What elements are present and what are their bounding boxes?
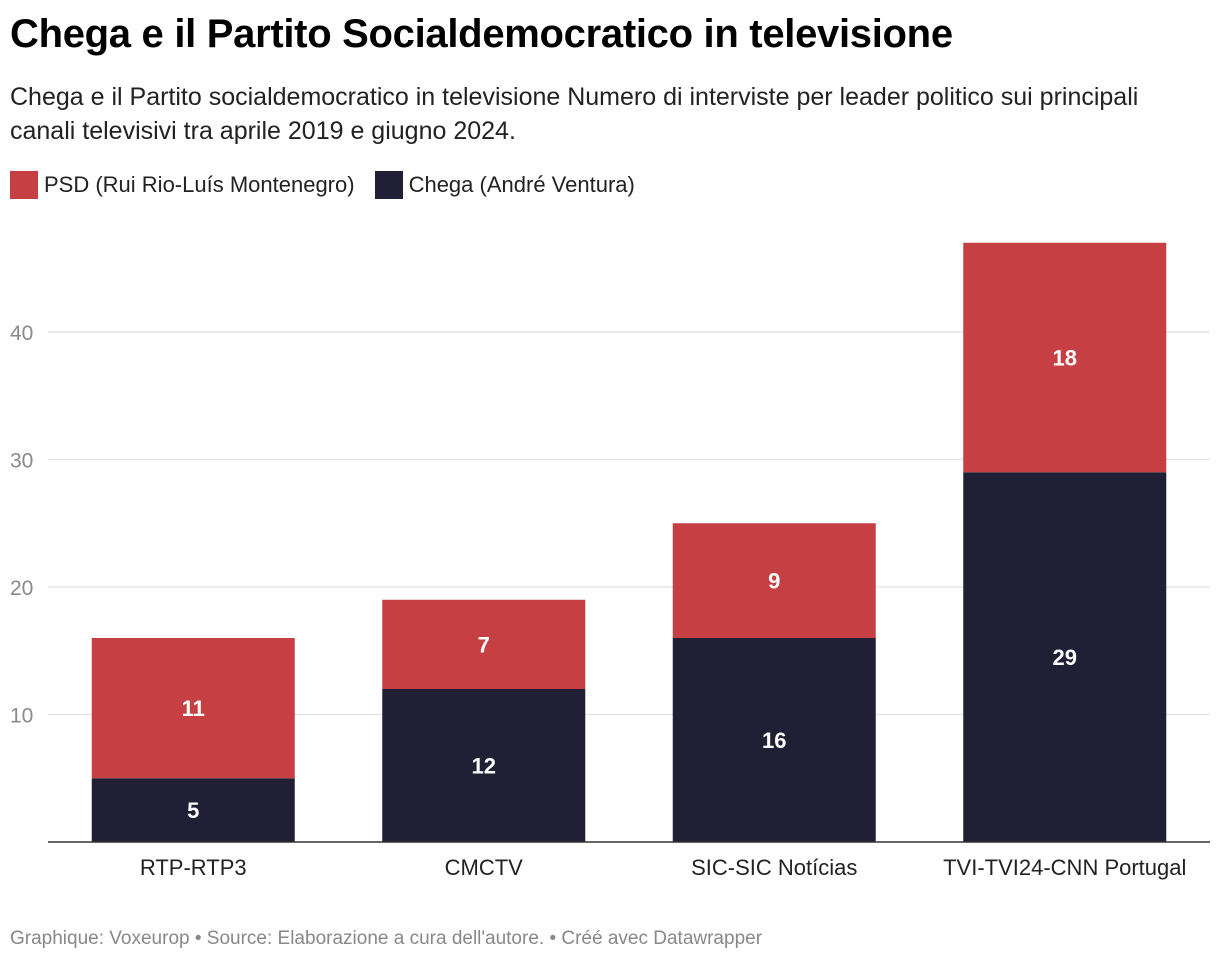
x-category-label-4: TVI-TVI24-CNN Portugal — [943, 855, 1186, 880]
value-label-psd-2: 7 — [478, 632, 490, 657]
legend-item-chega: Chega (André Ventura) — [374, 171, 635, 199]
bar-psd-3 — [672, 523, 876, 638]
chart-footer: Graphique: Voxeurop • Source: Elaborazio… — [10, 928, 763, 949]
legend-item-psd: PSD (Rui Rio-Luís Montenegro) — [10, 171, 355, 199]
value-label-chega-4: 29 — [1053, 645, 1077, 670]
value-label-chega-3: 16 — [762, 728, 786, 753]
bar-psd-2 — [382, 599, 586, 689]
bar-chega-2 — [382, 689, 586, 842]
value-label-psd-3: 9 — [768, 569, 780, 594]
bar-psd-1 — [91, 638, 295, 779]
legend-label-chega: Chega (André Ventura) — [408, 172, 635, 197]
chart-subtitle: Chega e il Partito socialdemocratico in … — [10, 83, 1139, 145]
y-tick-label-10: 10 — [10, 705, 33, 728]
bar-chega-4 — [963, 472, 1167, 842]
y-tick-label-40: 40 — [10, 322, 33, 345]
y-tick-label-20: 20 — [10, 577, 33, 600]
x-category-label-3: SIC-SIC Notícias — [691, 855, 857, 880]
value-label-psd-4: 18 — [1053, 346, 1077, 371]
bar-chega-1 — [91, 778, 295, 842]
chart-title: Chega e il Partito Socialdemocratico in … — [10, 12, 953, 56]
value-label-chega-2: 12 — [472, 754, 496, 779]
legend: PSD (Rui Rio-Luís Montenegro) Chega (And… — [10, 171, 655, 199]
value-label-psd-1: 11 — [182, 696, 205, 721]
y-tick-label-30: 30 — [10, 450, 33, 473]
legend-swatch-chega — [374, 171, 403, 199]
x-category-label-2: CMCTV — [445, 855, 524, 880]
x-category-label-1: RTP-RTP3 — [140, 855, 247, 880]
legend-label-psd: PSD (Rui Rio-Luís Montenegro) — [44, 172, 355, 197]
bar-chega-3 — [672, 638, 876, 842]
value-label-chega-1: 5 — [187, 798, 199, 823]
bar-psd-4 — [963, 242, 1167, 473]
legend-swatch-psd — [10, 171, 38, 199]
stacked-bar-chart: 10 20 30 40 5 11 RTP-RTP3 12 7 CMCTV 16 9 SIC-SIC No… — [10, 242, 1210, 880]
